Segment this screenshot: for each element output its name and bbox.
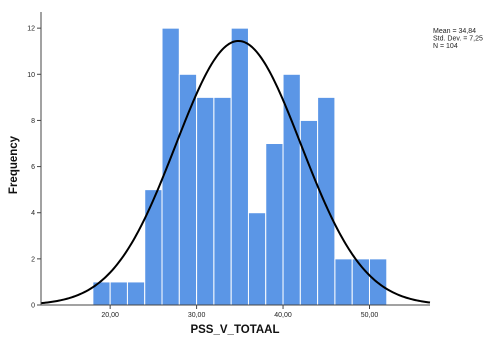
y-axis-title: Frequency bbox=[8, 135, 20, 194]
x-tick-label: 30,00 bbox=[188, 312, 206, 319]
histogram-bar-9 bbox=[247, 212, 267, 306]
x-axis-ticks: 20,00 30,00 40,00 50,00 bbox=[101, 305, 378, 319]
histogram-bar-13 bbox=[317, 96, 336, 306]
histogram-bar-1 bbox=[109, 281, 128, 306]
x-tick-label: 50,00 bbox=[361, 312, 379, 319]
histogram-bar-7 bbox=[213, 96, 232, 306]
histogram-bar-2 bbox=[126, 281, 146, 306]
normal-curve bbox=[40, 39, 431, 305]
histogram-bar-11 bbox=[282, 73, 301, 306]
y-tick-label: 10 bbox=[27, 72, 35, 79]
y-tick-label: 0 bbox=[31, 303, 35, 310]
stats-line: Mean = 34,84 bbox=[433, 28, 476, 35]
y-tick-label: 2 bbox=[31, 256, 35, 263]
y-tick-label: 8 bbox=[31, 118, 35, 125]
y-tick-label: 6 bbox=[31, 164, 35, 171]
stats-line: Std. Dev. = 7,25 bbox=[433, 36, 483, 43]
histogram-bar-4 bbox=[161, 27, 180, 306]
histogram-bar-3 bbox=[144, 189, 163, 306]
x-tick-label: 40,00 bbox=[274, 312, 292, 319]
stats-line: N = 104 bbox=[433, 43, 458, 50]
y-tick-label: 12 bbox=[27, 26, 35, 33]
histogram-bar-5 bbox=[178, 73, 198, 306]
histogram-bar-14 bbox=[334, 258, 353, 306]
histogram-bar-8 bbox=[230, 27, 249, 306]
y-tick-label: 4 bbox=[31, 210, 35, 217]
x-tick-label: 20,00 bbox=[101, 312, 119, 319]
y-axis-ticks: 0 2 4 6 8 10 12 bbox=[27, 26, 41, 310]
histogram-bar-6 bbox=[196, 96, 215, 306]
histogram-bar-10 bbox=[265, 143, 284, 306]
x-axis-title: PSS_V_TOTAAL bbox=[190, 324, 279, 336]
